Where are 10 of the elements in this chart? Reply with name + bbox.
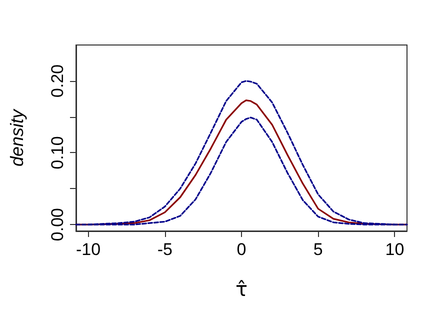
- x-tick-label: 0: [236, 240, 246, 259]
- x-tick-label: -10: [76, 240, 101, 259]
- x-tick-label: 10: [385, 240, 404, 259]
- y-tick-label: 0.20: [48, 64, 67, 98]
- y-tick-label: 0.00: [48, 208, 67, 242]
- x-tick-label: -5: [157, 240, 172, 259]
- x-axis-title: τ̂: [235, 277, 248, 301]
- x-tick-label: 5: [313, 240, 323, 259]
- y-axis-title: density: [7, 108, 27, 167]
- y-tick-label: 0.10: [48, 136, 67, 170]
